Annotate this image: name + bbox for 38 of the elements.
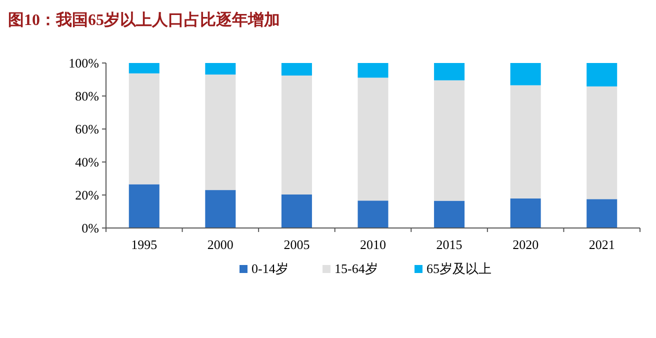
- bar: [434, 80, 465, 201]
- bar: [510, 85, 541, 198]
- bar: [205, 74, 236, 190]
- bar: [358, 63, 388, 78]
- bar: [281, 76, 312, 195]
- x-tick-label: 2020: [512, 237, 539, 252]
- bar: [205, 190, 236, 228]
- x-tick-label: 2010: [360, 237, 386, 252]
- bar: [586, 199, 618, 228]
- y-tick-label: 40%: [75, 154, 100, 170]
- bar: [128, 184, 160, 228]
- x-tick-label: 2005: [284, 237, 310, 252]
- y-tick-label: 60%: [75, 122, 100, 136]
- bar: [586, 86, 618, 200]
- title: 图10：我国65岁以上人口占比逐年增加: [8, 12, 280, 29]
- x-tick-label: 2015: [436, 237, 462, 252]
- y-tick-label: 80%: [75, 88, 100, 104]
- bar: [358, 78, 388, 201]
- legend-label: 0-14岁: [252, 261, 288, 276]
- bar: [510, 198, 541, 228]
- y-tick-label: 20%: [75, 188, 100, 202]
- bar: [358, 200, 388, 228]
- x-tick-label: 2000: [207, 237, 234, 252]
- legend-label: 65岁及以上: [426, 261, 492, 276]
- y-tick-label: 0%: [82, 220, 100, 236]
- x-tick-label: 1995: [131, 237, 158, 252]
- bar: [281, 194, 312, 228]
- bar: [510, 63, 541, 86]
- bar: [128, 63, 160, 74]
- bar: [205, 63, 236, 75]
- bar: [586, 63, 618, 86]
- legend-label: 15-64岁: [334, 261, 378, 276]
- y-tick-label: 100%: [68, 56, 100, 70]
- bar: [434, 63, 465, 80]
- x-tick-label: 2021: [588, 237, 615, 252]
- bar: [434, 200, 465, 228]
- bar: [128, 73, 160, 184]
- bar: [281, 63, 312, 76]
